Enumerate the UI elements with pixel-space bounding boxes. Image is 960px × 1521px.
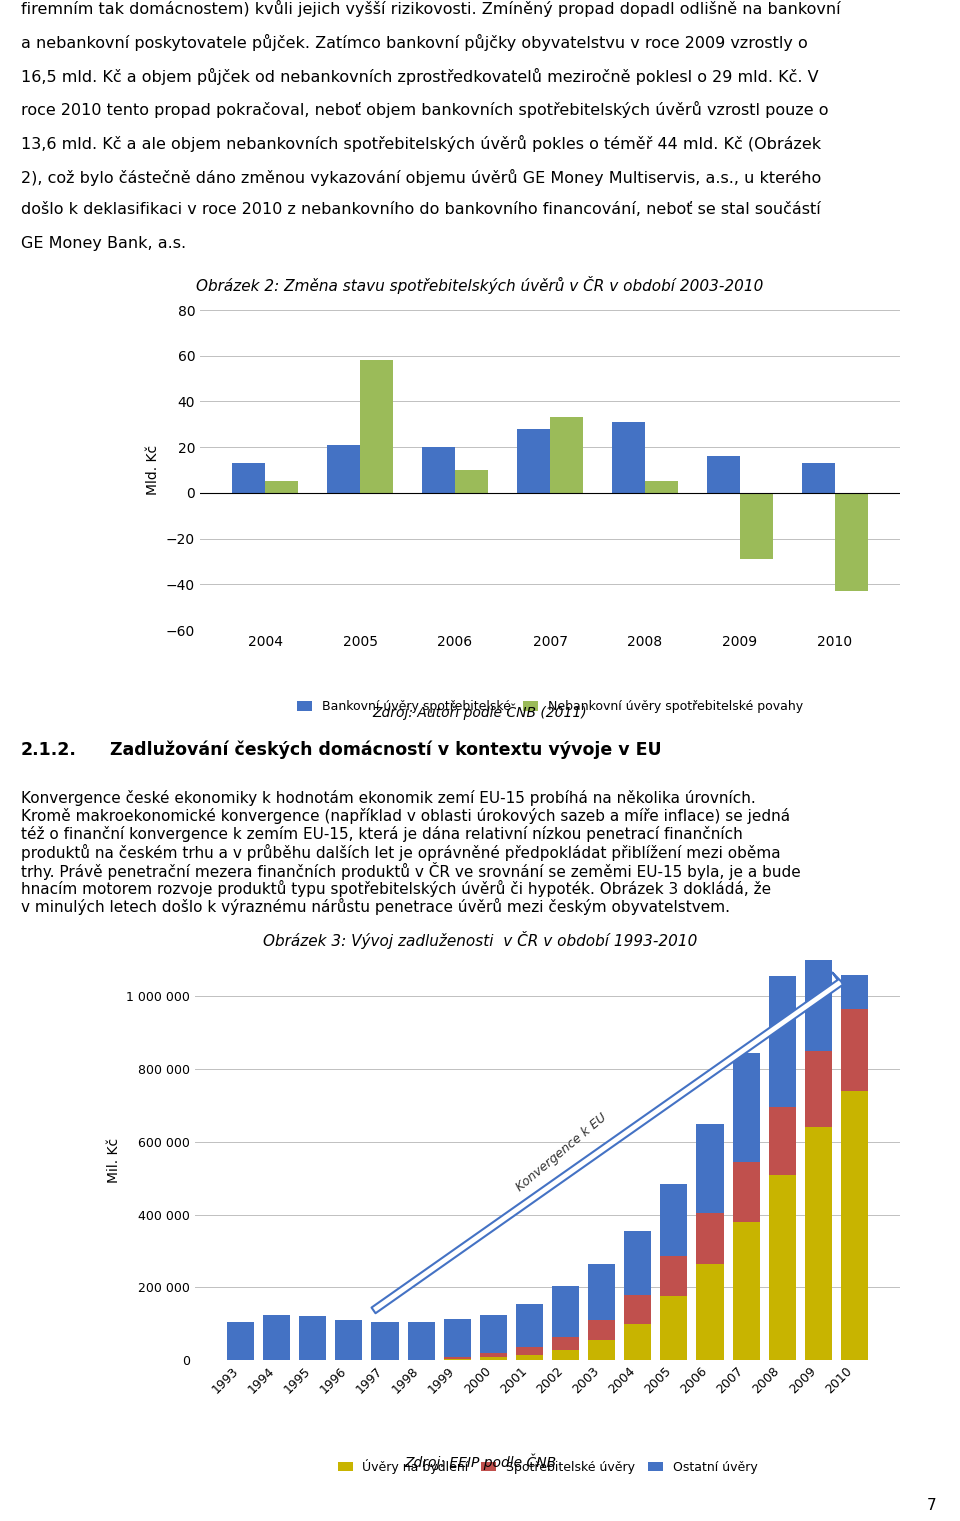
Bar bbox=[660, 1256, 687, 1296]
Text: roce 2010 tento propad pokračoval, neboť objem bankovních spotřebitelských úvěrů: roce 2010 tento propad pokračoval, neboť… bbox=[21, 102, 828, 119]
Bar bbox=[660, 1296, 687, 1360]
Text: Kromě makroekonomické konvergence (například v oblasti úrokových sazeb a míře in: Kromě makroekonomické konvergence (napří… bbox=[21, 808, 790, 824]
Text: Konvergence k EU: Konvergence k EU bbox=[514, 1110, 610, 1194]
Text: hnacím motorem rozvoje produktů typu spotřebitelských úvěrů či hypoték. Obrázek : hnacím motorem rozvoje produktů typu spo… bbox=[21, 881, 771, 897]
Text: Zdroj: EEIP podle ČNB: Zdroj: EEIP podle ČNB bbox=[404, 1454, 556, 1471]
Text: 16,5 mld. Kč a objem půjček od nebankovních zprostředkovatelů meziročně poklesl : 16,5 mld. Kč a objem půjček od nebankovn… bbox=[21, 67, 819, 85]
Text: 2.1.2.: 2.1.2. bbox=[21, 741, 77, 759]
Bar bbox=[732, 1162, 759, 1221]
Bar bbox=[444, 1319, 470, 1357]
Bar bbox=[696, 1212, 724, 1264]
Bar bbox=[550, 417, 584, 493]
Bar bbox=[769, 1174, 796, 1360]
Bar bbox=[300, 1316, 326, 1360]
Bar bbox=[707, 456, 740, 493]
Text: Zadlužování českých domácností v kontextu vývoje v EU: Zadlužování českých domácností v kontext… bbox=[110, 741, 662, 759]
Bar bbox=[696, 1264, 724, 1360]
Text: trhy. Právě penetrační mezera finančních produktů v ČR ve srovnání se zeměmi EU-: trhy. Právě penetrační mezera finančních… bbox=[21, 862, 801, 881]
Text: Obrázek 3: Vývoj zadluženosti  v ČR v období 1993-2010: Obrázek 3: Vývoj zadluženosti v ČR v obd… bbox=[263, 931, 697, 949]
Bar bbox=[552, 1349, 579, 1360]
Bar bbox=[804, 1127, 832, 1360]
Bar bbox=[740, 493, 773, 560]
Text: v minulých letech došlo k výraznému nárůstu penetrace úvěrů mezi českým obyvatel: v minulých letech došlo k výraznému nárů… bbox=[21, 897, 731, 916]
Bar bbox=[841, 975, 868, 1008]
Bar bbox=[612, 421, 645, 493]
Bar bbox=[552, 1287, 579, 1337]
Text: Konvergence české ekonomiky k hodnotám ekonomik zemí EU-15 probíhá na několika ú: Konvergence české ekonomiky k hodnotám e… bbox=[21, 789, 756, 806]
Bar bbox=[335, 1320, 363, 1360]
Bar bbox=[480, 1357, 507, 1360]
Bar bbox=[372, 1322, 398, 1360]
Bar bbox=[696, 1124, 724, 1212]
Bar bbox=[588, 1264, 615, 1320]
Bar bbox=[732, 1221, 759, 1360]
Bar bbox=[516, 429, 550, 493]
Bar bbox=[624, 1294, 651, 1323]
Bar bbox=[228, 1322, 254, 1360]
Text: též o finanční konvergence k zemím EU-15, která je dána relativní nízkou penetra: též o finanční konvergence k zemím EU-15… bbox=[21, 826, 743, 843]
Bar bbox=[645, 482, 678, 493]
Bar bbox=[326, 444, 360, 493]
Bar bbox=[624, 1323, 651, 1360]
Bar bbox=[408, 1322, 435, 1360]
Bar bbox=[732, 1053, 759, 1162]
Bar bbox=[516, 1348, 543, 1355]
Y-axis label: Mld. Kč: Mld. Kč bbox=[146, 446, 160, 494]
Text: a nebankovní poskytovatele půjček. Zatímco bankovní půjčky obyvatelstvu v roce 2: a nebankovní poskytovatele půjček. Zatím… bbox=[21, 33, 808, 50]
Bar bbox=[660, 1183, 687, 1256]
Bar bbox=[802, 462, 835, 493]
Bar bbox=[455, 470, 489, 493]
Bar bbox=[769, 1107, 796, 1174]
Bar bbox=[624, 1230, 651, 1294]
Text: GE Money Bank, a.s.: GE Money Bank, a.s. bbox=[21, 236, 186, 251]
Bar bbox=[265, 482, 299, 493]
Text: Obrázek 2: Změna stavu spotřebitelských úvěrů v ČR v období 2003-2010: Obrázek 2: Změna stavu spotřebitelských … bbox=[196, 275, 764, 294]
Text: Zdroj: Autoři podle ČNB (2011): Zdroj: Autoři podle ČNB (2011) bbox=[372, 704, 588, 721]
Text: 2), což bylo částečně dáno změnou vykazování objemu úvěrů GE Money Multiservis, : 2), což bylo částečně dáno změnou vykazo… bbox=[21, 169, 822, 186]
Bar bbox=[804, 910, 832, 1051]
Bar bbox=[263, 1314, 290, 1360]
Bar bbox=[835, 493, 868, 592]
Bar bbox=[480, 1354, 507, 1357]
Legend: Úvěry na bydlení, Spotřebitelské úvěry, Ostatní úvěry: Úvěry na bydlení, Spotřebitelské úvěry, … bbox=[338, 1459, 757, 1474]
Bar bbox=[841, 1008, 868, 1091]
Text: 7: 7 bbox=[926, 1498, 936, 1512]
Bar bbox=[769, 976, 796, 1107]
Bar bbox=[480, 1316, 507, 1354]
Text: 13,6 mld. Kč a ale objem nebankovních spotřebitelských úvěrů pokles o téměř 44 m: 13,6 mld. Kč a ale objem nebankovních sp… bbox=[21, 135, 821, 152]
Bar bbox=[516, 1355, 543, 1360]
Bar bbox=[552, 1337, 579, 1349]
Bar bbox=[841, 1091, 868, 1360]
Bar bbox=[588, 1340, 615, 1360]
Legend: Bankovní úvěry spotřebitelské, Nebankovní úvěry spotřebitelské povahy: Bankovní úvěry spotřebitelské, Nebankovn… bbox=[297, 700, 804, 713]
Bar bbox=[516, 1303, 543, 1348]
Text: firemním tak domácnostem) kvůli jejich vyšší rizikovosti. Zmíněný propad dopadl : firemním tak domácnostem) kvůli jejich v… bbox=[21, 0, 841, 17]
Text: produktů na českém trhu a v průběhu dalších let je oprávněné předpokládat přiblí: produktů na českém trhu a v průběhu dalš… bbox=[21, 844, 780, 861]
Bar bbox=[360, 360, 394, 493]
Bar bbox=[444, 1357, 470, 1358]
Bar bbox=[588, 1320, 615, 1340]
Bar bbox=[421, 447, 455, 493]
Bar bbox=[231, 462, 265, 493]
Text: došlo k deklasifikaci v roce 2010 z nebankovního do bankovního financování, nebo: došlo k deklasifikaci v roce 2010 z neba… bbox=[21, 202, 821, 218]
Bar bbox=[804, 1051, 832, 1127]
Y-axis label: Mil. Kč: Mil. Kč bbox=[107, 1138, 121, 1182]
